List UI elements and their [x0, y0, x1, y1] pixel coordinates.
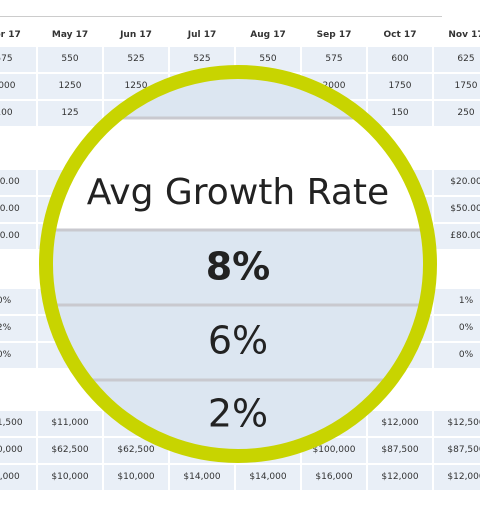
- cell: 625: [434, 47, 480, 72]
- cell: $60,000: [0, 438, 36, 463]
- cell: 1750: [434, 74, 480, 99]
- cell: $20.00: [434, 170, 480, 195]
- lens-value: 6%: [208, 319, 268, 363]
- lens-title: Avg Growth Rate: [87, 172, 389, 213]
- cell: £80.00: [434, 224, 480, 249]
- cell: 100: [0, 101, 36, 126]
- band: [46, 118, 430, 230]
- cell: $80.00: [0, 224, 36, 249]
- cell: 1250: [38, 74, 102, 99]
- cell: $12,000: [368, 411, 432, 436]
- cell: $14,000: [170, 465, 234, 490]
- cell: 2%: [0, 316, 36, 341]
- cell: $12,000: [434, 465, 480, 490]
- column-header: Sep 17: [302, 23, 366, 48]
- cell: $10,000: [104, 465, 168, 490]
- cell: 250: [434, 101, 480, 126]
- cell: 600: [368, 47, 432, 72]
- cell: 575: [302, 47, 366, 72]
- cell: $11,000: [38, 411, 102, 436]
- cell: 550: [38, 47, 102, 72]
- cell: $16,000: [302, 465, 366, 490]
- cell: $12,000: [368, 465, 432, 490]
- column-header: Nov 17: [434, 23, 480, 48]
- cell: $50.00: [0, 197, 36, 222]
- cell: 1%: [434, 289, 480, 314]
- column-header: Apr 17: [0, 23, 36, 48]
- cell: $50.00: [434, 197, 480, 222]
- cell: 1750: [368, 74, 432, 99]
- cell: $8,000: [0, 465, 36, 490]
- sheet-border: [0, 16, 442, 17]
- column-header: Oct 17: [368, 23, 432, 48]
- cell: 1000: [0, 74, 36, 99]
- cell: $87,500: [368, 438, 432, 463]
- cell: 525: [104, 47, 168, 72]
- column-header: Jun 17: [104, 23, 168, 48]
- cell: 0%: [434, 316, 480, 341]
- column-header: May 17: [38, 23, 102, 48]
- column-header: Jul 17: [170, 23, 234, 48]
- cell: $11,500: [0, 411, 36, 436]
- column-header: Aug 17: [236, 23, 300, 48]
- cell: $20.00: [0, 170, 36, 195]
- lens-value: 8%: [206, 245, 271, 289]
- cell: 150: [368, 101, 432, 126]
- cell: $87,500: [434, 438, 480, 463]
- cell: $14,000: [236, 465, 300, 490]
- cell: 0%: [0, 343, 36, 368]
- lens-value: 2%: [208, 392, 268, 436]
- band: [46, 72, 430, 118]
- cell: $12,500: [434, 411, 480, 436]
- cell: 0%: [434, 343, 480, 368]
- cell: $62,500: [38, 438, 102, 463]
- lens-ring: [39, 65, 437, 463]
- cell: $10,000: [38, 465, 102, 490]
- cell: 575: [0, 47, 36, 72]
- cell: 0%: [0, 289, 36, 314]
- cell: 125: [38, 101, 102, 126]
